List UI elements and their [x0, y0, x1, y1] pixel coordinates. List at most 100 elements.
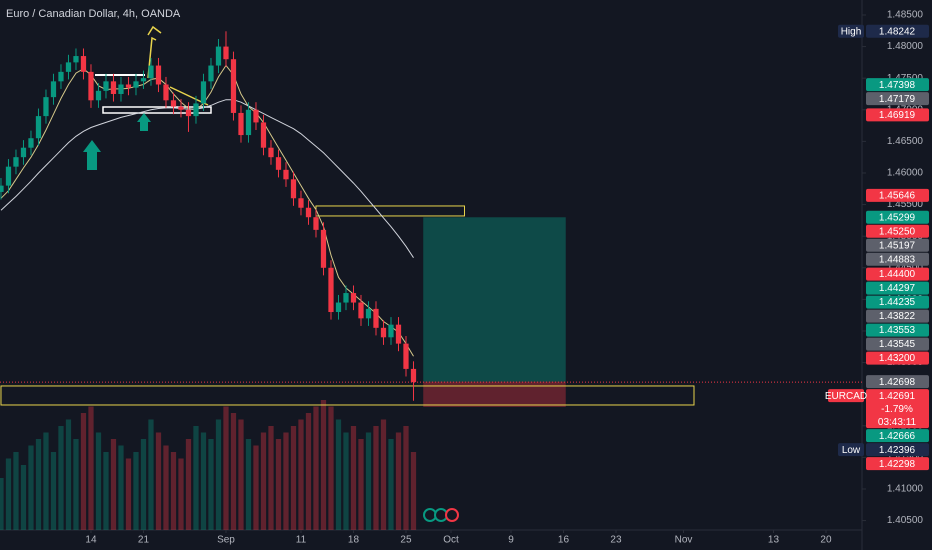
- price-tag: [866, 224, 929, 238]
- candle-body: [238, 112, 244, 136]
- price-tag-label: 1.47398: [879, 80, 916, 91]
- arrow-up: [83, 140, 101, 170]
- arrow-up: [137, 113, 151, 131]
- candle-body: [343, 293, 349, 303]
- moving-average: [0, 64, 414, 357]
- price-tag-label: 1.42698: [879, 377, 916, 388]
- candle-body: [0, 185, 4, 192]
- price-tag-label: 1.46919: [879, 110, 916, 121]
- price-tag: [866, 108, 929, 122]
- volume-bar: [35, 439, 42, 530]
- x-tick-label: Oct: [443, 535, 459, 546]
- candle-body: [380, 327, 387, 338]
- volume-bar: [238, 419, 244, 530]
- price-tag: [866, 323, 929, 337]
- price-tag-name-box: [828, 389, 864, 403]
- volume-bar: [283, 432, 289, 530]
- price-tag: [866, 252, 929, 266]
- candle-body: [163, 84, 169, 101]
- zone: [0, 385, 695, 406]
- volume-bar: [73, 439, 79, 530]
- price-tag-label: 1.43822: [879, 311, 916, 322]
- candle-body: [260, 122, 267, 148]
- candle-body: [298, 198, 304, 208]
- candle-body: [208, 65, 214, 82]
- volume-bar: [275, 439, 282, 530]
- candle-body: [80, 56, 87, 72]
- volume-bar: [253, 445, 259, 530]
- volume-bar: [5, 458, 12, 530]
- candle-body: [358, 302, 364, 319]
- y-tick-label: 1.48500: [887, 10, 924, 21]
- candle-body: [140, 78, 147, 82]
- candle-body: [395, 324, 402, 344]
- volume-bar: [305, 413, 312, 530]
- volume-bar: [140, 439, 147, 530]
- x-tick-label: 16: [558, 535, 570, 546]
- volume-bar: [215, 419, 222, 530]
- candle-body: [185, 109, 192, 117]
- price-tag-label: 1.45250: [879, 226, 916, 237]
- price-tag-label: 1.45646: [879, 190, 916, 201]
- volume-bar: [208, 439, 214, 530]
- candle-body: [320, 229, 327, 268]
- x-tick-label: 11: [296, 535, 307, 546]
- chart-title: Euro / Canadian Dollar, 4h, OANDA: [6, 8, 181, 20]
- price-tag-label: 1.42396: [879, 445, 916, 456]
- volume-bar: [388, 439, 394, 530]
- candle-body: [305, 207, 312, 218]
- candle-body: [50, 81, 57, 98]
- volume-bar: [380, 419, 387, 530]
- price-tag-label: 1.44297: [879, 283, 916, 294]
- price-tag-label: 1.42666: [879, 431, 916, 442]
- x-tick-label: 20: [820, 535, 832, 546]
- x-tick-label: 25: [400, 535, 412, 546]
- candle-body: [253, 109, 259, 123]
- price-tag: [866, 24, 929, 38]
- price-tag: [866, 375, 929, 389]
- x-tick-label: 14: [85, 535, 97, 546]
- price-tag-label: 1.44235: [879, 297, 916, 308]
- volume-bar: [155, 432, 162, 530]
- candle-body: [118, 84, 124, 94]
- volume-bar: [178, 458, 184, 530]
- candle-body: [110, 81, 117, 94]
- price-tag: [866, 457, 929, 471]
- volume-bar: [170, 452, 177, 530]
- volume-bar: [125, 458, 132, 530]
- price-tag: [866, 295, 929, 309]
- x-tick-label: 18: [348, 535, 360, 546]
- candle-body: [155, 65, 162, 85]
- candle-body: [148, 65, 154, 79]
- price-tag: [866, 443, 929, 457]
- candle-body: [410, 368, 417, 383]
- price-tag-name-box: [838, 24, 864, 38]
- x-tick-label: 13: [768, 535, 780, 546]
- x-tick-label: Nov: [675, 535, 693, 546]
- position-target: [423, 217, 566, 382]
- position-stop: [423, 381, 566, 407]
- candle-body: [133, 81, 139, 88]
- price-tag-label: 1.45197: [879, 240, 916, 251]
- volume-bar: [20, 465, 27, 530]
- volume-bar: [298, 419, 304, 530]
- volume-bar: [245, 439, 252, 530]
- volume-bar: [58, 426, 64, 530]
- candle-body: [350, 293, 357, 303]
- volume-bar: [223, 406, 229, 530]
- drawing-box: [102, 106, 212, 114]
- volume-bar: [13, 452, 19, 530]
- price-tag: [866, 281, 929, 295]
- price-tag-label: 1.43553: [879, 325, 916, 336]
- volume-bar: [28, 445, 34, 530]
- volume-bar: [268, 426, 274, 530]
- price-tag: [866, 188, 929, 202]
- candle-body: [95, 90, 102, 101]
- candle-body: [125, 84, 132, 88]
- candle-body: [328, 267, 334, 313]
- candle-body: [290, 179, 297, 199]
- candle-body: [283, 169, 289, 180]
- event-icon[interactable]: [445, 508, 459, 522]
- y-tick-label: 1.45500: [887, 199, 924, 210]
